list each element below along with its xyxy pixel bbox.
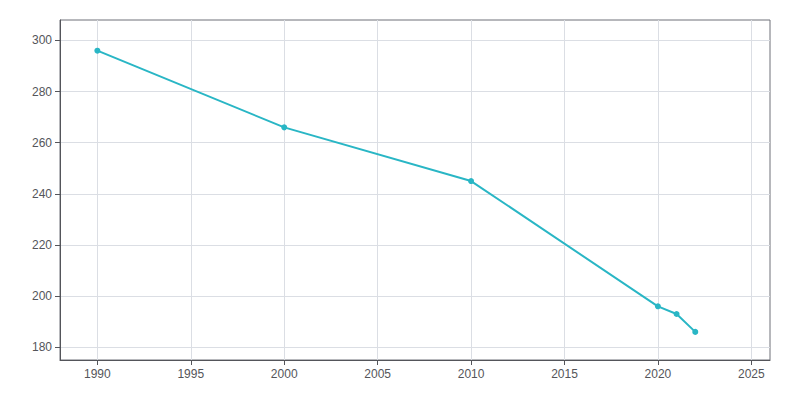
- svg-text:2025: 2025: [738, 367, 765, 381]
- svg-text:1995: 1995: [177, 367, 204, 381]
- svg-text:2000: 2000: [271, 367, 298, 381]
- svg-text:280: 280: [32, 85, 52, 99]
- svg-text:300: 300: [32, 33, 52, 47]
- svg-text:260: 260: [32, 136, 52, 150]
- svg-text:1990: 1990: [84, 367, 111, 381]
- svg-text:180: 180: [32, 340, 52, 354]
- svg-text:2010: 2010: [458, 367, 485, 381]
- svg-text:2015: 2015: [551, 367, 578, 381]
- svg-text:220: 220: [32, 238, 52, 252]
- svg-text:2005: 2005: [364, 367, 391, 381]
- svg-text:200: 200: [32, 289, 52, 303]
- svg-text:2020: 2020: [645, 367, 672, 381]
- svg-text:240: 240: [32, 187, 52, 201]
